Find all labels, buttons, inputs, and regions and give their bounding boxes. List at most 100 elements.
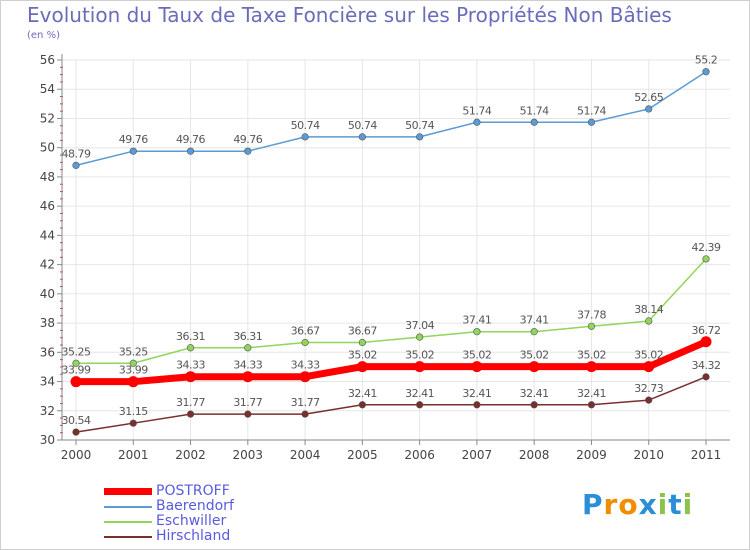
logo-letter: i (682, 488, 694, 521)
series-line-postroff (72, 338, 710, 386)
proxiti-logo: Proxiti (582, 488, 693, 521)
x-tick-label: 2008 (519, 448, 550, 462)
legend-swatch (104, 488, 152, 495)
x-tick-label: 2001 (118, 448, 149, 462)
data-point-postroff (127, 376, 139, 388)
logo-letter: i (657, 488, 669, 521)
data-label: 36.72 (692, 324, 721, 337)
data-label: 33.99 (119, 364, 148, 377)
data-label: 33.99 (62, 364, 91, 377)
data-point-postroff (70, 376, 82, 388)
legend-label: POSTROFF (156, 483, 230, 499)
data-point-eschwiller (702, 255, 710, 263)
data-label: 35.25 (62, 345, 91, 358)
legend-swatch (104, 536, 152, 538)
data-point-postroff (185, 371, 197, 383)
data-point-hirschland (129, 419, 137, 427)
data-label: 51.74 (462, 104, 491, 117)
logo-letter: P (582, 488, 604, 521)
data-point-postroff (299, 371, 311, 383)
data-point-postroff (414, 361, 426, 373)
data-point-eschwiller (129, 359, 137, 367)
data-label: 32.73 (634, 382, 663, 395)
data-label: 48.79 (62, 147, 91, 160)
data-label: 35.25 (119, 345, 148, 358)
data-label: 49.76 (119, 133, 148, 146)
data-label: 34.33 (233, 359, 262, 372)
data-label: 37.04 (405, 319, 434, 332)
data-label: 31.15 (119, 405, 148, 418)
data-label: 36.31 (233, 330, 262, 343)
data-point-baerendorf (645, 105, 653, 113)
data-label: 34.33 (291, 359, 320, 372)
data-point-hirschland (530, 401, 538, 409)
legend-label: Hirschland (156, 528, 231, 544)
data-point-eschwiller (72, 359, 80, 367)
y-tick-label: 34 (40, 375, 55, 389)
data-label: 55.2 (695, 54, 718, 67)
y-tick-label: 54 (40, 82, 55, 96)
data-label: 37.78 (577, 308, 606, 321)
data-point-hirschland (72, 428, 80, 436)
x-tick-label: 2010 (633, 448, 664, 462)
data-point-eschwiller (244, 344, 252, 352)
data-label: 37.41 (520, 314, 549, 327)
data-label: 31.77 (233, 396, 262, 409)
data-label: 37.41 (462, 314, 491, 327)
y-tick-label: 50 (40, 141, 55, 155)
data-label: 32.41 (520, 387, 549, 400)
data-label: 50.74 (291, 119, 320, 132)
data-label: 35.02 (348, 349, 377, 362)
data-label: 35.02 (634, 349, 663, 362)
data-point-baerendorf (587, 118, 596, 126)
legend-swatch (104, 506, 152, 508)
data-label: 34.33 (176, 359, 205, 372)
series-line-baerendorf (75, 70, 707, 167)
data-point-postroff (585, 361, 597, 373)
data-label: 31.77 (176, 396, 205, 409)
data-point-baerendorf (473, 118, 481, 126)
data-label: 50.74 (348, 119, 377, 132)
data-point-postroff (242, 371, 254, 383)
chart-subtitle: (en %) (27, 30, 60, 41)
y-tick-label: 48 (40, 170, 55, 184)
data-point-hirschland (587, 401, 596, 409)
data-label: 32.41 (577, 387, 606, 400)
y-tick-label: 30 (40, 433, 55, 447)
data-point-baerendorf (702, 68, 710, 76)
data-label: 35.02 (577, 349, 606, 362)
data-point-baerendorf (186, 147, 195, 155)
data-label: 42.39 (692, 241, 721, 254)
x-tick-label: 2011 (691, 448, 722, 462)
data-point-baerendorf (301, 133, 309, 141)
data-point-postroff (356, 361, 368, 373)
x-tick-label: 2006 (404, 448, 435, 462)
data-point-hirschland (186, 410, 195, 418)
x-tick-label: 2005 (347, 448, 378, 462)
data-label: 32.41 (462, 387, 491, 400)
y-tick-label: 44 (40, 228, 55, 242)
data-point-eschwiller (645, 317, 653, 325)
data-label: 51.74 (577, 104, 606, 117)
data-label: 36.67 (348, 325, 377, 338)
data-label: 49.76 (176, 133, 205, 146)
logo-letter: t (668, 488, 683, 521)
x-tick-label: 2003 (233, 448, 264, 462)
data-label: 35.02 (520, 349, 549, 362)
x-tick-label: 2004 (290, 448, 321, 462)
data-point-baerendorf (72, 161, 80, 169)
x-tick-label: 2009 (576, 448, 607, 462)
data-point-postroff (528, 361, 540, 373)
legend-label: Baerendorf (156, 498, 234, 514)
data-label: 32.41 (405, 387, 434, 400)
data-point-hirschland (645, 396, 653, 404)
data-point-eschwiller (301, 338, 309, 347)
x-tick-label: 2000 (61, 448, 92, 462)
data-label: 49.76 (233, 133, 262, 146)
data-point-eschwiller (416, 333, 424, 341)
data-label: 52.65 (634, 91, 663, 104)
data-label: 50.74 (405, 119, 434, 132)
data-label: 51.74 (520, 104, 549, 117)
data-point-postroff (471, 361, 483, 373)
